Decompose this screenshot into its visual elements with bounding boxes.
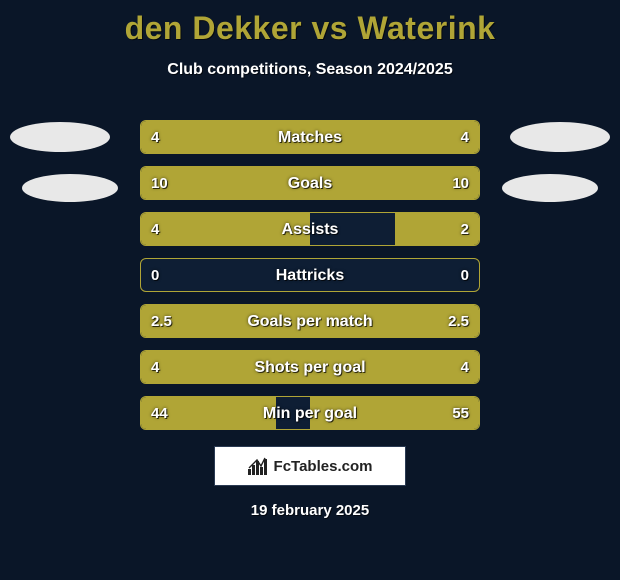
player-right-avatar-2 [502,174,598,202]
brand-chart-icon [248,457,268,475]
player-left-avatar-2 [22,174,118,202]
stat-label: Min per goal [141,397,479,430]
page-subtitle: Club competitions, Season 2024/2025 [0,61,620,79]
brand-text: FcTables.com [274,458,373,475]
stat-label: Hattricks [141,259,479,292]
stat-label: Assists [141,213,479,246]
stat-row: 44Shots per goal [140,350,480,384]
stat-label: Goals per match [141,305,479,338]
stat-row: 2.52.5Goals per match [140,304,480,338]
player-left-avatar-1 [10,122,110,152]
stat-label: Goals [141,167,479,200]
player-right-avatar-1 [510,122,610,152]
stat-row: 4455Min per goal [140,396,480,430]
stat-label: Shots per goal [141,351,479,384]
stats-container: 44Matches 1010Goals 42Assists 00Hattricks 2.… [140,120,480,442]
stat-row: 44Matches [140,120,480,154]
stat-label: Matches [141,121,479,154]
brand-watermark: FcTables.com [214,446,406,486]
stat-row: 00Hattricks [140,258,480,292]
page-title: den Dekker vs Waterink [0,0,620,47]
stat-row: 42Assists [140,212,480,246]
generation-date: 19 february 2025 [0,502,620,519]
stat-row: 1010Goals [140,166,480,200]
